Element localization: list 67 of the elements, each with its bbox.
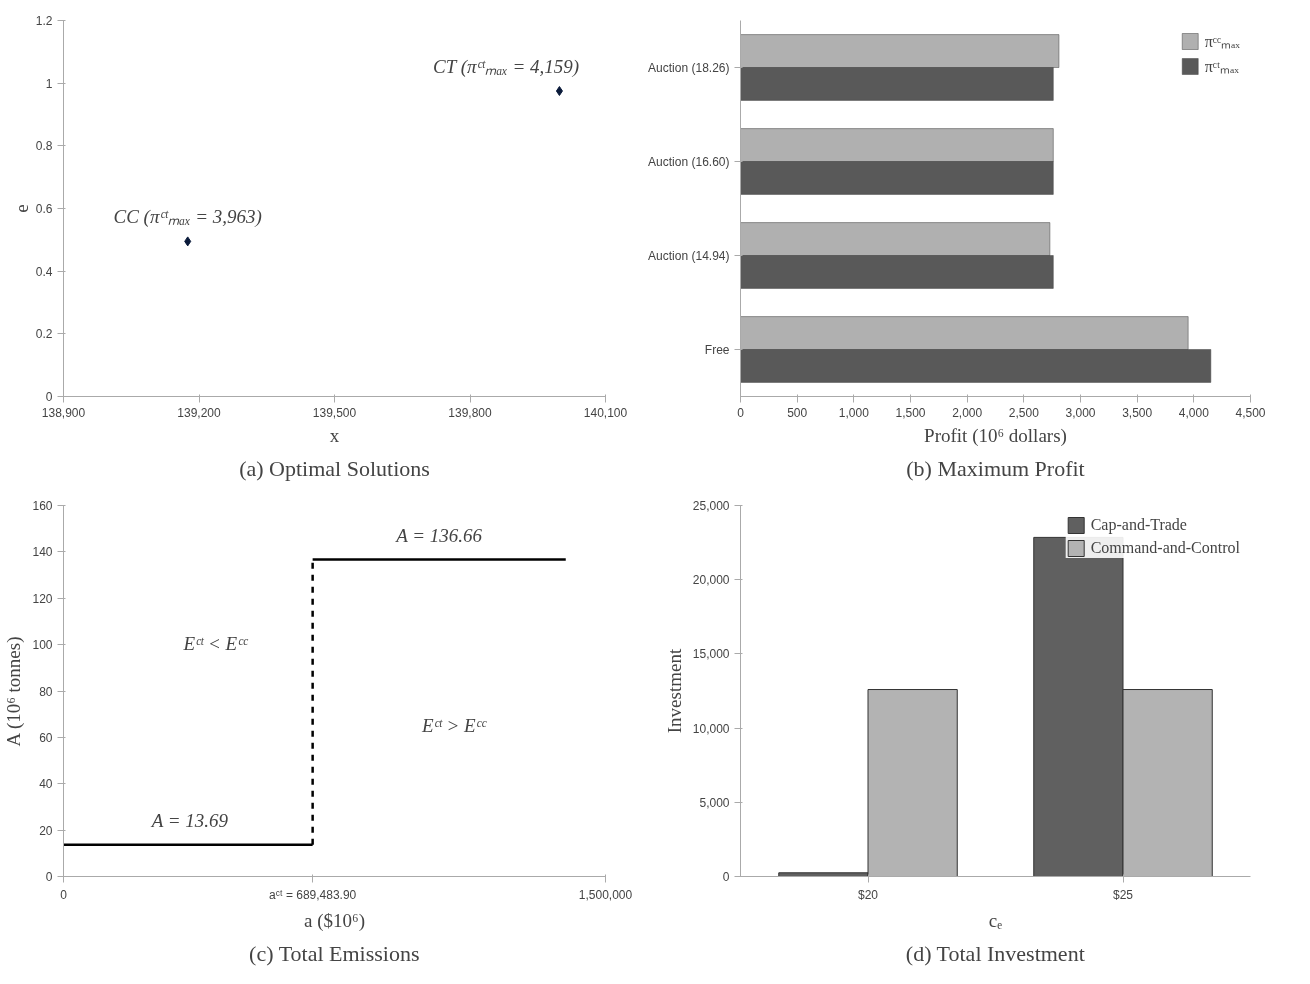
y-tick-label: 1 — [45, 76, 53, 91]
x-tick-label: 3,500 — [1122, 405, 1153, 420]
x-tick-label: 1,500 — [895, 405, 926, 420]
annotation: Eᶜᵗ < Eᶜᶜ — [182, 632, 250, 654]
legend-label: πᶜᶜₘₐₓ — [1204, 32, 1240, 52]
x-tick-label: $20 — [857, 887, 879, 902]
x-tick-label: 139,200 — [177, 405, 222, 420]
x-tick-label: 1,500,000 — [578, 887, 633, 902]
y-tick-label: 1.2 — [35, 14, 53, 28]
y-tick-label: 140 — [32, 545, 53, 560]
legend-label: Cap-and-Trade — [1090, 516, 1187, 534]
y-tick-label: 20,000 — [692, 573, 730, 588]
y-tick-label: 100 — [32, 638, 53, 653]
x-tick-label: 500 — [787, 405, 808, 420]
x-tick-label: 138,900 — [41, 405, 86, 420]
annotation: CC (πᶜᵗₘₐₓ = 3,963) — [113, 206, 262, 229]
text: (a) Optimal Solutions — [239, 455, 430, 481]
x-tick-label: 0 — [60, 887, 68, 902]
y-tick-label: 0 — [45, 390, 53, 404]
x-tick-label: 139,800 — [448, 405, 493, 420]
legend-label: πᶜᵗₘₐₓ — [1204, 57, 1239, 77]
y-axis-title: A (10⁶ tonnes) — [3, 636, 26, 747]
y-tick-label: 0.4 — [35, 264, 53, 279]
y-tick-label: 160 — [32, 499, 53, 513]
y-tick-label: 25,000 — [692, 499, 730, 513]
y-tick-label: Auction (16.60) — [648, 154, 730, 169]
y-tick-label: 20 — [39, 823, 53, 838]
x-tick-label: 140,100 — [583, 405, 628, 420]
y-tick-label: 0 — [45, 870, 53, 884]
y-tick-label: 120 — [32, 591, 53, 606]
x-tick-label: 4,000 — [1178, 405, 1210, 420]
y-axis-title: e — [10, 204, 32, 213]
annotation: A = 13.69 — [149, 809, 229, 831]
y-tick-label: 15,000 — [692, 647, 730, 662]
y-tick-label: 40 — [39, 777, 53, 792]
annotation: Eᶜᵗ > Eᶜᶜ — [420, 714, 488, 736]
text: (d) Total Investment — [905, 940, 1085, 966]
annotation: CT (πᶜᵗₘₐₓ = 4,159) — [433, 56, 580, 78]
x-tick-label: $25 — [1112, 887, 1134, 902]
x-tick-label: aᶜᵗ = 689,483.90 — [268, 887, 357, 902]
x-tick-label: 4,500 — [1235, 405, 1266, 420]
x-axis-title: cₑ — [988, 909, 1003, 931]
y-tick-label: Free — [704, 342, 730, 357]
y-tick-label: 0.2 — [35, 327, 53, 342]
y-tick-label: 0.6 — [35, 202, 53, 216]
y-axis-title: Investment — [663, 648, 685, 734]
x-axis-title: x — [329, 424, 340, 446]
x-tick-label: 2,500 — [1008, 405, 1040, 420]
y-tick-label: 0 — [722, 870, 730, 884]
y-tick-label: Auction (14.94) — [648, 248, 730, 263]
y-tick-label: 0.8 — [35, 139, 53, 154]
y-tick-label: 5,000 — [699, 795, 730, 810]
annotation: A = 136.66 — [394, 524, 483, 546]
y-tick-label: 10,000 — [692, 721, 730, 736]
legend-label: Command-and-Control — [1090, 539, 1240, 557]
x-tick-label: 139,500 — [312, 405, 357, 420]
text: (b) Maximum Profit — [906, 455, 1085, 481]
x-axis-title: a ($10⁶) — [304, 909, 365, 932]
y-tick-label: Auction (18.26) — [648, 60, 730, 75]
x-tick-label: 1,000 — [838, 405, 870, 420]
y-tick-label: 80 — [39, 684, 53, 699]
y-tick-label: 60 — [39, 730, 53, 745]
text: (c) Total Emissions — [249, 940, 420, 966]
x-tick-label: 0 — [737, 405, 745, 420]
x-tick-label: 3,000 — [1065, 405, 1096, 420]
x-tick-label: 2,000 — [952, 405, 983, 420]
x-axis-title: Profit (10⁶ dollars) — [924, 424, 1067, 447]
